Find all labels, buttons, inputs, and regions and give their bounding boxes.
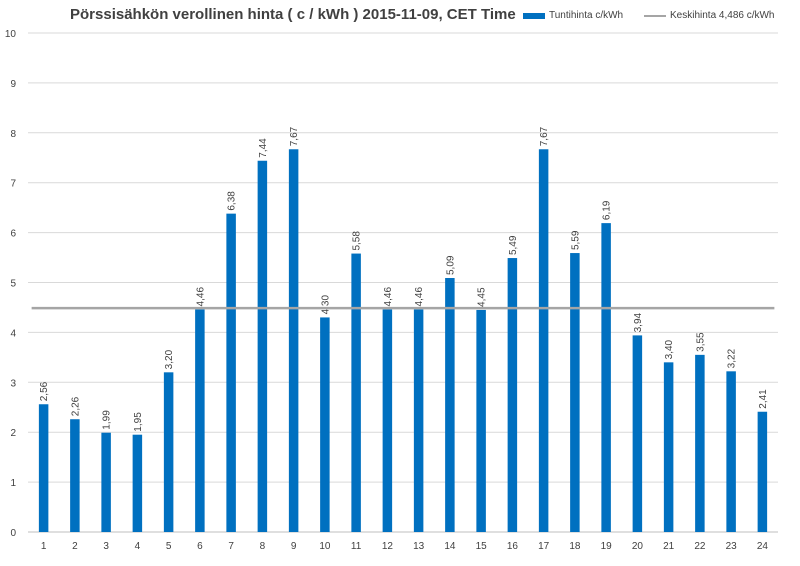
bar-14 [445, 278, 455, 532]
data-label-19: 6,19 [602, 200, 613, 220]
data-label-13: 4,46 [414, 287, 425, 307]
y-tick-label-1: 1 [10, 478, 16, 489]
data-label-24: 2,41 [758, 389, 769, 409]
bar-5 [163, 372, 174, 532]
bar-4 [132, 434, 143, 532]
x-tick-label-16: 16 [507, 541, 519, 552]
bar-18 [570, 253, 580, 532]
data-label-11: 5,58 [352, 231, 363, 251]
data-label-12: 4,46 [383, 287, 394, 307]
data-label-8: 7,44 [258, 138, 269, 158]
x-tick-label-3: 3 [103, 541, 109, 552]
x-tick-label-15: 15 [476, 541, 488, 552]
x-tick-label-1: 1 [41, 541, 47, 552]
data-label-10: 4,30 [320, 295, 331, 315]
y-tick-label-8: 8 [10, 129, 16, 140]
y-tick-label-5: 5 [10, 279, 16, 290]
x-tick-label-24: 24 [757, 541, 769, 552]
bar-13 [413, 309, 424, 532]
data-label-7: 6,38 [227, 191, 238, 211]
data-label-17: 7,67 [539, 126, 550, 146]
bar-9 [288, 149, 299, 532]
x-tick-label-8: 8 [260, 541, 266, 552]
y-tick-label-4: 4 [10, 328, 16, 339]
x-tick-label-13: 13 [413, 541, 425, 552]
y-tick-label-6: 6 [10, 229, 16, 240]
x-tick-label-19: 19 [601, 541, 613, 552]
legend-label-hourly-price: Tuntihinta c/kWh [549, 10, 624, 21]
legend-label-average-price: Keskihinta 4,486 c/kWh [670, 10, 775, 21]
legend-swatch-bar [523, 12, 545, 19]
bar-21 [663, 362, 674, 532]
bar-22 [695, 354, 705, 532]
data-label-15: 4,45 [477, 287, 488, 307]
bar-7 [226, 213, 236, 532]
y-tick-label-2: 2 [10, 428, 16, 439]
data-label-3: 1,99 [102, 410, 113, 430]
x-tick-label-9: 9 [291, 541, 297, 552]
x-tick-label-12: 12 [382, 541, 394, 552]
data-label-5: 3,20 [164, 349, 175, 369]
legend-item-hourly-price: Tuntihinta c/kWh [523, 10, 623, 21]
data-label-4: 1,95 [133, 412, 144, 432]
y-tick-label-10: 10 [5, 29, 17, 40]
data-label-16: 5,49 [508, 235, 519, 255]
x-tick-label-23: 23 [726, 541, 738, 552]
bar-16 [507, 258, 518, 532]
bar-2 [70, 419, 80, 532]
bar-10 [320, 317, 330, 532]
x-tick-label-2: 2 [72, 541, 78, 552]
x-tick-label-4: 4 [135, 541, 141, 552]
y-tick-label-3: 3 [10, 378, 16, 389]
bar-3 [101, 432, 111, 532]
y-tick-label-0: 0 [10, 528, 16, 539]
data-label-1: 2,56 [39, 381, 50, 401]
data-label-23: 3,22 [727, 348, 738, 368]
y-tick-label-9: 9 [10, 79, 16, 90]
x-tick-label-21: 21 [663, 541, 675, 552]
x-tick-label-6: 6 [197, 541, 203, 552]
data-label-20: 3,94 [633, 312, 644, 332]
x-tick-label-5: 5 [166, 541, 172, 552]
x-tick-label-18: 18 [569, 541, 581, 552]
x-tick-label-11: 11 [351, 541, 362, 552]
x-tick-label-20: 20 [632, 541, 644, 552]
bar-20 [632, 335, 643, 532]
bar-11 [351, 253, 361, 533]
data-label-9: 7,67 [289, 126, 300, 146]
bar-19 [601, 223, 611, 532]
data-label-14: 5,09 [445, 255, 456, 275]
x-tick-label-22: 22 [694, 541, 706, 552]
bar-17 [538, 149, 549, 532]
x-tick-label-17: 17 [538, 541, 550, 552]
bar-12 [382, 309, 393, 532]
legend-swatch-line [644, 14, 666, 17]
bar-6 [195, 309, 205, 532]
bar-23 [726, 371, 736, 532]
data-label-21: 3,40 [664, 339, 675, 359]
data-label-22: 3,55 [695, 332, 706, 352]
bar-1 [38, 404, 49, 532]
chart-title: Pörssisähkön verollinen hinta ( c / kWh … [70, 6, 516, 23]
data-label-6: 4,46 [195, 287, 206, 307]
x-tick-label-7: 7 [228, 541, 234, 552]
bar-15 [476, 309, 486, 532]
x-tick-label-14: 14 [444, 541, 456, 552]
y-tick-label-7: 7 [10, 179, 16, 190]
bar-8 [257, 160, 268, 532]
x-tick-label-10: 10 [319, 541, 331, 552]
bar-24 [757, 411, 768, 532]
data-label-2: 2,26 [70, 396, 81, 416]
legend-item-average-price: Keskihinta 4,486 c/kWh [644, 10, 775, 21]
data-label-18: 5,59 [570, 230, 581, 250]
